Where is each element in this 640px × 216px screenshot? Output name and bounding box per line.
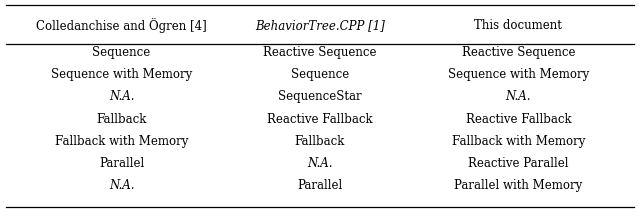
Text: SequenceStar: SequenceStar bbox=[278, 91, 362, 103]
Text: Colledanchise and Ögren [4]: Colledanchise and Ögren [4] bbox=[36, 18, 207, 33]
Text: Sequence: Sequence bbox=[92, 46, 151, 59]
Text: Reactive Fallback: Reactive Fallback bbox=[267, 113, 373, 125]
Text: Fallback: Fallback bbox=[97, 113, 147, 125]
Text: Sequence with Memory: Sequence with Memory bbox=[448, 68, 589, 81]
Text: Reactive Sequence: Reactive Sequence bbox=[461, 46, 575, 59]
Text: Fallback with Memory: Fallback with Memory bbox=[55, 135, 188, 148]
Text: BehaviorTree.CPP [1]: BehaviorTree.CPP [1] bbox=[255, 19, 385, 32]
Text: N.A.: N.A. bbox=[109, 91, 134, 103]
Text: Reactive Parallel: Reactive Parallel bbox=[468, 157, 569, 170]
Text: Fallback: Fallback bbox=[295, 135, 345, 148]
Text: N.A.: N.A. bbox=[109, 179, 134, 192]
Text: N.A.: N.A. bbox=[307, 157, 333, 170]
Text: Parallel: Parallel bbox=[99, 157, 144, 170]
Text: Reactive Sequence: Reactive Sequence bbox=[263, 46, 377, 59]
Text: Fallback with Memory: Fallback with Memory bbox=[452, 135, 585, 148]
Text: Parallel: Parallel bbox=[298, 179, 342, 192]
Text: N.A.: N.A. bbox=[506, 91, 531, 103]
Text: Sequence with Memory: Sequence with Memory bbox=[51, 68, 192, 81]
Text: Reactive Fallback: Reactive Fallback bbox=[465, 113, 572, 125]
Text: Parallel with Memory: Parallel with Memory bbox=[454, 179, 582, 192]
Text: Sequence: Sequence bbox=[291, 68, 349, 81]
Text: This document: This document bbox=[474, 19, 563, 32]
